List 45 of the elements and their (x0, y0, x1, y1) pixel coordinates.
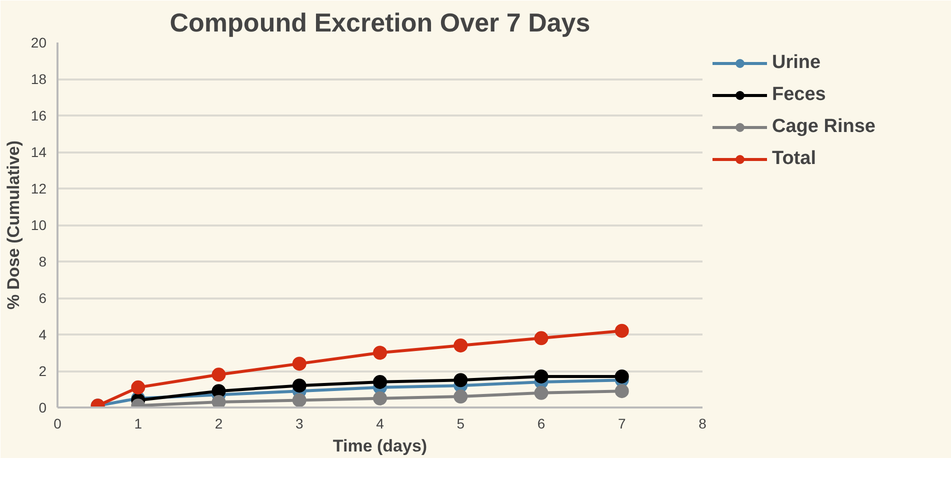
y-tick-label: 8 (38, 254, 47, 270)
point (534, 369, 548, 384)
point (212, 395, 226, 408)
point (212, 368, 226, 382)
y-tick-label: 20 (30, 34, 47, 50)
y-tick-label: 0 (38, 400, 47, 416)
point (292, 378, 306, 393)
point (373, 374, 387, 389)
point (292, 356, 306, 371)
x-tick-label: 0 (54, 416, 62, 432)
point (614, 324, 629, 338)
point (131, 380, 146, 394)
y-tick-label: 12 (30, 180, 47, 196)
x-tick-label: 4 (376, 416, 384, 432)
y-tick-label: 16 (30, 108, 47, 124)
x-tick-label: 3 (295, 416, 304, 432)
y-tick-label: 18 (30, 71, 47, 87)
point (534, 386, 548, 400)
point (614, 384, 629, 398)
y-tick-label: 6 (38, 290, 47, 306)
chart-title: Compound Excretion Over 7 Days (170, 8, 590, 38)
x-axis-title: Time (days) (332, 436, 428, 456)
legend-label: Feces (772, 84, 826, 106)
x-tick-label: 8 (698, 416, 707, 432)
point (373, 346, 387, 360)
point (292, 393, 306, 408)
point (454, 390, 468, 404)
y-tick-label: 14 (30, 144, 47, 160)
x-tick-label: 2 (214, 416, 223, 432)
y-tick-label: 4 (38, 326, 47, 342)
legend-label: Cage Rinse (772, 116, 876, 138)
legend-label: Urine (772, 52, 821, 74)
x-tick-label: 5 (456, 416, 465, 432)
legend-label: Total (772, 148, 816, 170)
x-tick-label: 7 (618, 416, 626, 432)
y-tick-label: 10 (30, 217, 47, 233)
point (454, 338, 468, 352)
x-tick-label: 1 (134, 416, 142, 432)
x-tick-label: 6 (537, 416, 546, 432)
point (614, 369, 629, 384)
point (373, 391, 387, 406)
y-tick-label: 2 (38, 363, 47, 379)
point (534, 331, 548, 346)
point (454, 373, 468, 388)
y-axis-title: % Dose (Cumulative) (4, 140, 23, 310)
